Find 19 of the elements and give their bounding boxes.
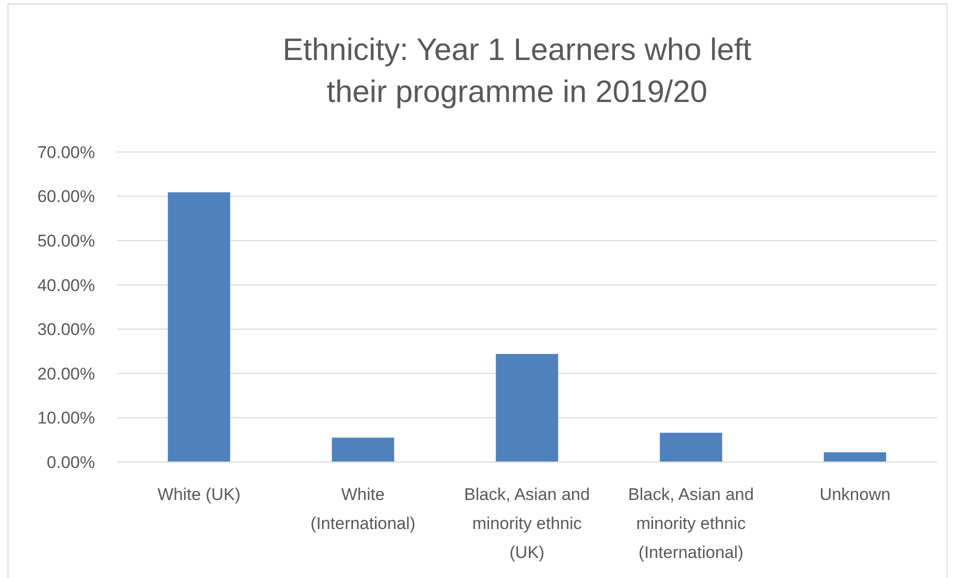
- x-tick-label: Black, Asian and minority ethnic (International): [628, 485, 754, 562]
- x-tick-label: White (UK): [157, 485, 241, 504]
- chart-title: Ethnicity: Year 1 Learners who left their programme in 2019/20: [282, 32, 752, 109]
- bar: [660, 432, 722, 462]
- y-tick-label: 40.00%: [37, 276, 95, 295]
- y-tick-label: 10.00%: [37, 408, 95, 428]
- y-tick-label: 60.00%: [37, 187, 95, 206]
- bar: [496, 354, 558, 462]
- y-tick-label: 0.00%: [46, 452, 95, 472]
- bar: [332, 438, 394, 462]
- y-tick-label: 30.00%: [37, 320, 95, 340]
- y-tick-label: 70.00%: [37, 142, 95, 162]
- x-tick-label: Black, Asian and minority ethnic (UK): [464, 485, 590, 562]
- y-tick-label: 20.00%: [37, 364, 95, 384]
- bar: [168, 192, 230, 462]
- bar: [824, 452, 886, 462]
- x-tick-label: White (International): [310, 485, 416, 533]
- y-tick-label: 50.00%: [37, 232, 95, 251]
- x-tick-label: Unknown: [820, 485, 890, 504]
